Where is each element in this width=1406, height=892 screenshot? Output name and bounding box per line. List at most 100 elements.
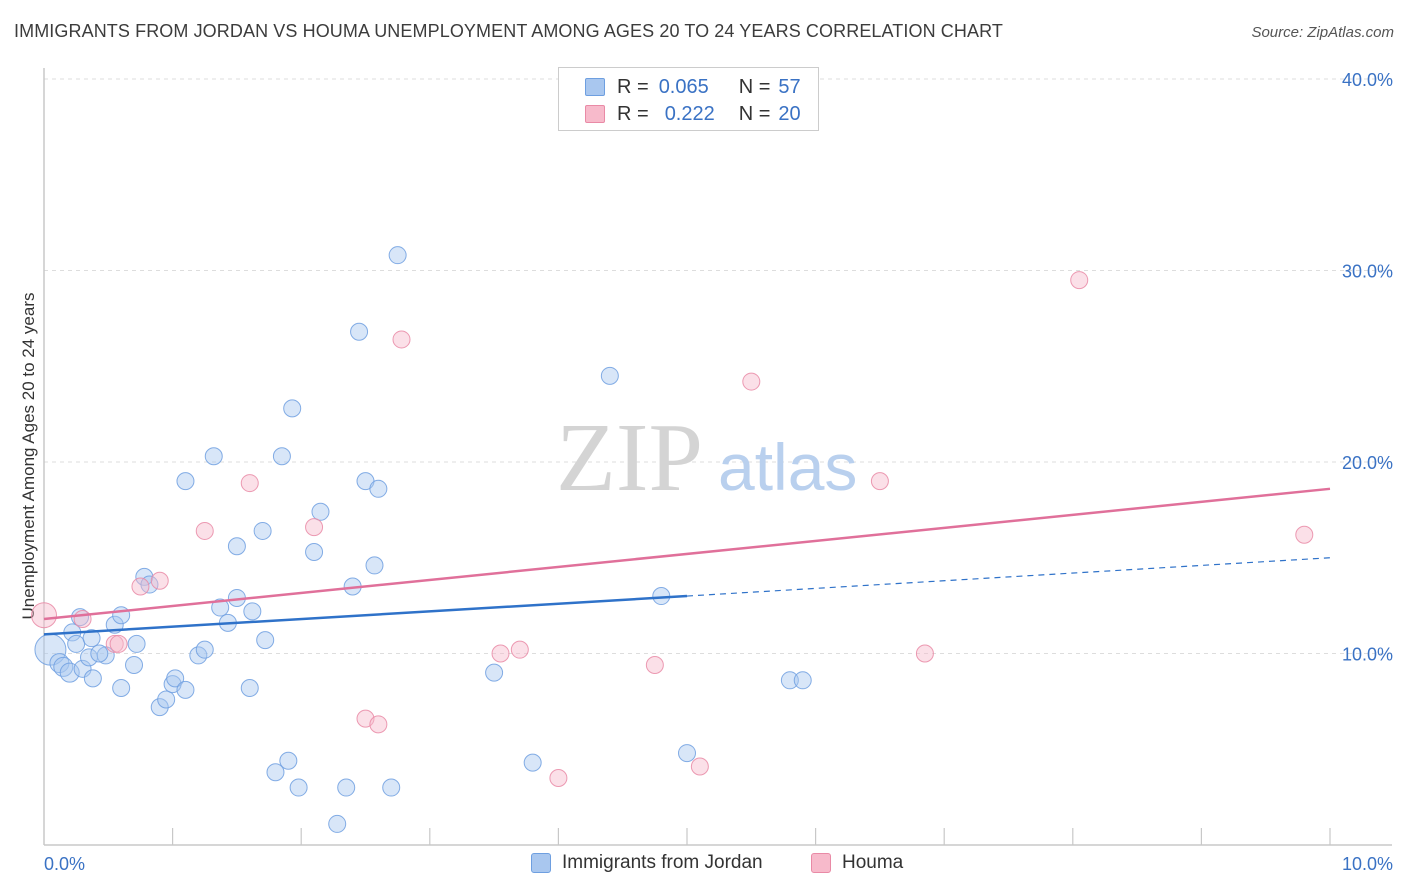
x-tick-label: 0.0% [44,854,85,874]
tick-labels: 10.0% 20.0% 30.0% 40.0% 0.0% 10.0% [44,70,1393,874]
point-jordan [166,669,185,688]
trend-line-houma [43,487,1331,621]
point-jordan [211,598,230,617]
point-jordan [140,575,159,594]
point-jordan [485,663,504,682]
point-houma [645,655,664,674]
point-jordan [240,678,259,697]
point-jordan [90,644,109,663]
point-jordan [227,537,246,556]
point-jordan [289,778,308,797]
point-houma [1295,525,1314,544]
point-jordan [53,656,74,677]
point-jordan [365,556,384,575]
point-jordan [253,521,272,540]
point-houma [31,602,57,629]
point-houma [105,634,124,653]
axes [43,68,1392,846]
legend-r-value: 0.065 [658,75,709,98]
watermark-zip: ZIP [556,404,703,512]
legend-n-key: N = [738,75,771,98]
point-jordan [382,778,401,797]
point-houma [742,372,761,391]
legend-r-value: 0.222 [664,102,715,125]
point-jordan [83,669,102,688]
point-houma [549,768,568,787]
legend-n-key: N = [738,102,771,125]
point-jordan [337,778,356,797]
point-houma [150,571,169,590]
bottom-legend-swatch-houma [811,853,831,873]
point-jordan [305,543,324,562]
point-houma [870,472,889,491]
grid-lines [44,78,1392,654]
legend-row-houma: R = 0.222 N = 20 [585,102,801,126]
trend-line-jordan [43,594,688,636]
y-tick-label: 20.0% [1342,453,1393,473]
bottom-legend-label-jordan: Immigrants from Jordan [562,852,763,873]
legend-n-value: 57 [778,75,801,98]
point-jordan [112,678,131,697]
legend-r-key: R = [617,102,649,125]
chart-title: IMMIGRANTS FROM JORDAN VS HOUMA UNEMPLOY… [14,21,1003,41]
correlation-legend: R = 0.065 N = 57 R = 0.222 N = 20 [558,67,819,131]
point-jordan [678,744,696,763]
source-label: Source: ZipAtlas.com [1251,24,1394,41]
y-tick-label: 30.0% [1342,262,1393,282]
x-tick-label: 10.0% [1342,854,1393,874]
point-jordan [112,606,131,625]
trend-lines [43,487,1331,636]
point-jordan [283,399,302,418]
point-jordan [793,671,812,690]
point-jordan [195,640,214,659]
y-tick-label: 10.0% [1342,645,1393,665]
point-jordan [523,753,542,772]
point-jordan [780,671,799,690]
legend-r-key: R = [617,75,649,98]
point-houma [392,330,411,349]
point-jordan [176,472,195,491]
point-houma [690,757,709,776]
point-houma [510,640,529,659]
point-jordan [204,447,223,466]
point-jordan [600,366,619,385]
point-houma [915,644,934,663]
point-jordan [350,322,369,341]
point-jordan [256,631,275,650]
trend-line-jordan-extension [686,557,1331,597]
point-jordan [127,634,146,653]
point-houma [491,644,510,663]
bottom-legend-swatch-jordan [531,853,551,873]
point-jordan [272,447,291,466]
point-jordan [67,634,86,653]
legend-swatch-houma [585,105,605,123]
point-houma [73,610,92,629]
point-houma [369,715,388,734]
point-jordan [369,479,388,498]
point-jordan [82,629,101,648]
legend-n-value: 20 [778,102,801,125]
watermark-atlas: atlas [718,430,857,504]
y-tick-label: 40.0% [1342,70,1393,90]
point-jordan [150,698,169,717]
point-jordan [266,763,285,782]
watermark: ZIP atlas [556,404,857,512]
point-jordan [157,690,176,709]
legend-row-jordan: R = 0.065 N = 57 [585,75,801,99]
point-houma [305,518,324,537]
data-points [31,246,1314,833]
point-jordan [279,751,298,770]
point-houma [109,634,128,653]
legend-swatch-jordan [585,78,605,96]
point-jordan [125,655,144,674]
point-jordan [311,502,330,521]
bottom-legend-houma: Houma [811,852,903,874]
point-jordan [176,680,195,699]
bottom-legend-jordan: Immigrants from Jordan [531,852,763,874]
point-jordan [388,246,407,265]
bottom-legend-label-houma: Houma [842,852,904,873]
point-houma [131,577,150,596]
point-houma [195,521,214,540]
point-jordan [243,602,262,621]
